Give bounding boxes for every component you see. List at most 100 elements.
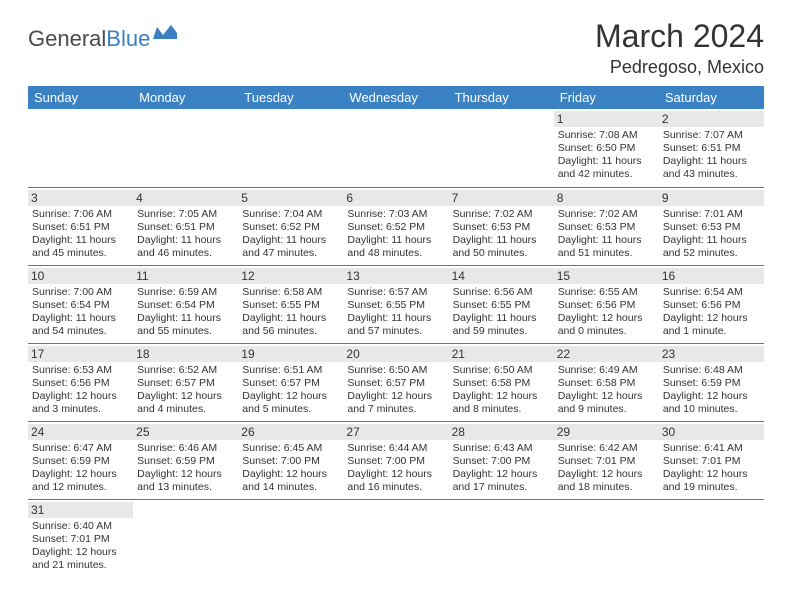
- calendar-cell: [554, 499, 659, 577]
- day-number: 25: [133, 424, 238, 440]
- day-number: 6: [343, 190, 448, 206]
- calendar-cell: 14Sunrise: 6:56 AMSunset: 6:55 PMDayligh…: [449, 265, 554, 343]
- calendar-cell: 10Sunrise: 7:00 AMSunset: 6:54 PMDayligh…: [28, 265, 133, 343]
- calendar-cell: 5Sunrise: 7:04 AMSunset: 6:52 PMDaylight…: [238, 187, 343, 265]
- day-number: 24: [28, 424, 133, 440]
- calendar-row: 31Sunrise: 6:40 AMSunset: 7:01 PMDayligh…: [28, 499, 764, 577]
- day-info: Sunrise: 6:40 AMSunset: 7:01 PMDaylight:…: [32, 520, 129, 573]
- calendar-cell: 11 Sunrise: 6:59 AMSunset: 6:54 PMDayligh…: [133, 265, 238, 343]
- day-info: Sunrise: 6:41 AMSunset: 7:01 PMDaylight:…: [663, 442, 760, 495]
- calendar-cell: 20Sunrise: 6:50 AMSunset: 6:57 PMDayligh…: [343, 343, 448, 421]
- calendar-cell: 3Sunrise: 7:06 AMSunset: 6:51 PMDaylight…: [28, 187, 133, 265]
- day-info: Sunrise: 6:55 AMSunset: 6:56 PMDaylight:…: [558, 286, 655, 339]
- day-info: Sunrise: 6:49 AMSunset: 6:58 PMDaylight:…: [558, 364, 655, 417]
- day-info: Sunrise: 6:45 AMSunset: 7:00 PMDaylight:…: [242, 442, 339, 495]
- dow-friday: Friday: [554, 86, 659, 109]
- calendar-cell: 27 Sunrise: 6:44 AMSunset: 7:00 PMDayligh…: [343, 421, 448, 499]
- day-number: 18: [133, 346, 238, 362]
- day-info: Sunrise: 6:53 AMSunset: 6:56 PMDaylight:…: [32, 364, 129, 417]
- dow-tuesday: Tuesday: [238, 86, 343, 109]
- day-number: 12: [238, 268, 343, 284]
- day-number: 17: [28, 346, 133, 362]
- day-number: 11: [133, 268, 238, 284]
- day-number: 22: [554, 346, 659, 362]
- calendar-cell: [659, 499, 764, 577]
- day-number: 1: [554, 111, 659, 127]
- flag-icon: [153, 25, 179, 48]
- day-number: 30: [659, 424, 764, 440]
- day-number: 23: [659, 346, 764, 362]
- day-info: Sunrise: 7:05 AMSunset: 6:51 PMDaylight:…: [137, 208, 234, 261]
- calendar-cell: [449, 499, 554, 577]
- calendar-cell: 2Sunrise: 7:07 AMSunset: 6:51 PMDaylight…: [659, 109, 764, 187]
- calendar-cell: 29 Sunrise: 6:42 AMSunset: 7:01 PMDayligh…: [554, 421, 659, 499]
- dow-row: Sunday Monday Tuesday Wednesday Thursday…: [28, 86, 764, 109]
- calendar-row: 1 Sunrise: 7:08 AMSunset: 6:50 PMDaylight…: [28, 109, 764, 187]
- calendar-cell: 4Sunrise: 7:05 AMSunset: 6:51 PMDaylight…: [133, 187, 238, 265]
- calendar-cell: [343, 109, 448, 187]
- calendar-cell: 21Sunrise: 6:50 AMSunset: 6:58 PMDayligh…: [449, 343, 554, 421]
- day-number: 9: [659, 190, 764, 206]
- calendar-cell: 30 Sunrise: 6:41 AMSunset: 7:01 PMDayligh…: [659, 421, 764, 499]
- day-info: Sunrise: 6:48 AMSunset: 6:59 PMDaylight:…: [663, 364, 760, 417]
- calendar-cell: [133, 499, 238, 577]
- day-info: Sunrise: 6:58 AMSunset: 6:55 PMDaylight:…: [242, 286, 339, 339]
- day-number: 20: [343, 346, 448, 362]
- day-info: Sunrise: 6:42 AMSunset: 7:01 PMDaylight:…: [558, 442, 655, 495]
- calendar-cell: [28, 109, 133, 187]
- day-number: 29: [554, 424, 659, 440]
- dow-sunday: Sunday: [28, 86, 133, 109]
- calendar-cell: 24Sunrise: 6:47 AMSunset: 6:59 PMDayligh…: [28, 421, 133, 499]
- calendar-page: GeneralBlue March 2024 Pedregoso, Mexico…: [0, 0, 792, 595]
- calendar-cell: 16Sunrise: 6:54 AMSunset: 6:56 PMDayligh…: [659, 265, 764, 343]
- calendar-cell: 18 Sunrise: 6:52 AMSunset: 6:57 PMDayligh…: [133, 343, 238, 421]
- month-title: March 2024: [595, 18, 764, 55]
- day-number: 15: [554, 268, 659, 284]
- day-info: Sunrise: 7:08 AMSunset: 6:50 PMDaylight:…: [558, 129, 655, 182]
- calendar-cell: 23 Sunrise: 6:48 AMSunset: 6:59 PMDayligh…: [659, 343, 764, 421]
- day-number: 19: [238, 346, 343, 362]
- day-info: Sunrise: 6:43 AMSunset: 7:00 PMDaylight:…: [453, 442, 550, 495]
- calendar-cell: [343, 499, 448, 577]
- calendar-cell: 9 Sunrise: 7:01 AMSunset: 6:53 PMDaylight…: [659, 187, 764, 265]
- day-info: Sunrise: 6:44 AMSunset: 7:00 PMDaylight:…: [347, 442, 444, 495]
- calendar-table: Sunday Monday Tuesday Wednesday Thursday…: [28, 86, 764, 577]
- day-info: Sunrise: 7:01 AMSunset: 6:53 PMDaylight:…: [663, 208, 760, 261]
- calendar-cell: 7 Sunrise: 7:02 AMSunset: 6:53 PMDaylight…: [449, 187, 554, 265]
- calendar-cell: 31Sunrise: 6:40 AMSunset: 7:01 PMDayligh…: [28, 499, 133, 577]
- header: GeneralBlue March 2024 Pedregoso, Mexico: [28, 18, 764, 78]
- day-info: Sunrise: 7:02 AMSunset: 6:53 PMDaylight:…: [453, 208, 550, 261]
- calendar-cell: 17 Sunrise: 6:53 AMSunset: 6:56 PMDayligh…: [28, 343, 133, 421]
- calendar-cell: [238, 499, 343, 577]
- day-info: Sunrise: 6:59 AMSunset: 6:54 PMDaylight:…: [137, 286, 234, 339]
- calendar-cell: 22 Sunrise: 6:49 AMSunset: 6:58 PMDayligh…: [554, 343, 659, 421]
- calendar-cell: 1 Sunrise: 7:08 AMSunset: 6:50 PMDaylight…: [554, 109, 659, 187]
- logo-text-general: General: [28, 26, 106, 52]
- calendar-row: 17 Sunrise: 6:53 AMSunset: 6:56 PMDayligh…: [28, 343, 764, 421]
- calendar-cell: 12 Sunrise: 6:58 AMSunset: 6:55 PMDayligh…: [238, 265, 343, 343]
- day-info: Sunrise: 6:54 AMSunset: 6:56 PMDaylight:…: [663, 286, 760, 339]
- day-info: Sunrise: 7:02 AMSunset: 6:53 PMDaylight:…: [558, 208, 655, 261]
- calendar-row: 24Sunrise: 6:47 AMSunset: 6:59 PMDayligh…: [28, 421, 764, 499]
- day-number: 14: [449, 268, 554, 284]
- day-info: Sunrise: 6:52 AMSunset: 6:57 PMDaylight:…: [137, 364, 234, 417]
- calendar-cell: 26Sunrise: 6:45 AMSunset: 7:00 PMDayligh…: [238, 421, 343, 499]
- day-number: 7: [449, 190, 554, 206]
- title-block: March 2024 Pedregoso, Mexico: [595, 18, 764, 78]
- calendar-cell: [449, 109, 554, 187]
- calendar-cell: 13 Sunrise: 6:57 AMSunset: 6:55 PMDayligh…: [343, 265, 448, 343]
- logo-text-blue: Blue: [106, 26, 150, 52]
- dow-saturday: Saturday: [659, 86, 764, 109]
- dow-wednesday: Wednesday: [343, 86, 448, 109]
- calendar-row: 3Sunrise: 7:06 AMSunset: 6:51 PMDaylight…: [28, 187, 764, 265]
- calendar-cell: 8Sunrise: 7:02 AMSunset: 6:53 PMDaylight…: [554, 187, 659, 265]
- calendar-cell: 19Sunrise: 6:51 AMSunset: 6:57 PMDayligh…: [238, 343, 343, 421]
- day-info: Sunrise: 6:57 AMSunset: 6:55 PMDaylight:…: [347, 286, 444, 339]
- day-number: 27: [343, 424, 448, 440]
- day-number: 10: [28, 268, 133, 284]
- day-number: 21: [449, 346, 554, 362]
- day-number: 13: [343, 268, 448, 284]
- day-number: 28: [449, 424, 554, 440]
- calendar-cell: 25Sunrise: 6:46 AMSunset: 6:59 PMDayligh…: [133, 421, 238, 499]
- calendar-cell: 28 Sunrise: 6:43 AMSunset: 7:00 PMDayligh…: [449, 421, 554, 499]
